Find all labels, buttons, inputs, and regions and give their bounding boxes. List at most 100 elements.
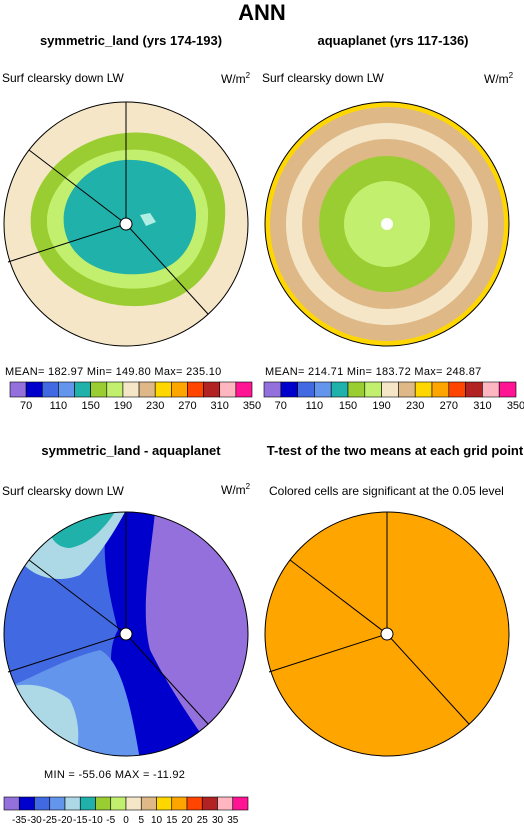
colorbar-swatch [41,381,59,398]
colorbar-swatch [3,796,20,811]
colorbar-swatch [18,796,35,811]
colorbar-tick-label: 5 [138,815,144,825]
colorbar-tick-label: 230 [406,400,424,412]
colorbar-tick-label: 310 [473,400,491,412]
colorbar-swatch [201,796,218,811]
colorbar-swatch [64,796,81,811]
colorbar-swatch [187,381,204,398]
colorbar-tick-label: 25 [197,815,209,825]
colorbar-swatch [280,381,298,398]
panel3-map [3,511,249,757]
colorbar-swatch [154,381,172,398]
colorbar-swatch [431,381,450,398]
colorbar-swatch [347,381,366,398]
panel1-stats: MEAN= 182.97 Min= 149.80 Max= 235.10 [5,366,222,378]
panel1-map [3,101,249,347]
colorbar-swatch [232,796,249,811]
panel2-title: aquaplanet (yrs 117-136) [317,33,469,48]
colorbar-swatch [364,381,382,398]
colorbar-tick-label: 190 [372,400,390,412]
panel3-land-boundaries [7,512,209,725]
panel1-variable-label: Surf clearsky down LW [2,71,124,85]
colorbar-swatch [9,381,27,398]
panel4-title: T-test of the two means at each grid poi… [266,443,524,458]
colorbar-tick-label: -30 [27,815,42,825]
colorbar-swatch [465,381,483,398]
panel4-map [264,511,510,757]
colorbar-tick-label: -35 [12,815,27,825]
panel1-inner-spot [140,213,156,226]
colorbar-tick-label: 150 [81,400,99,412]
colorbar-tick-label: 70 [20,400,32,412]
colorbar-tick-label: 150 [339,400,357,412]
panel3-units: W/m2 [221,482,251,497]
colorbar-tick-label: 230 [146,400,164,412]
colorbar-swatch [448,381,466,398]
panel1-units: W/m2 [221,71,251,86]
panel4-note: Colored cells are significant at the 0.0… [269,484,504,498]
panel3-title: symmetric_land - aquaplanet [41,443,221,458]
colorbar-tick-label: -25 [43,815,58,825]
colorbar-tick-label: 110 [50,400,68,412]
colorbar-panel2: 70 110 150 190 230 270 310 350 [263,381,524,412]
colorbar-swatch [235,381,253,398]
colorbar-tick-label: 15 [166,815,178,825]
colorbar-tick-label: 30 [212,815,224,825]
colorbar-swatch [79,796,96,811]
colorbar-swatch [414,381,433,398]
colorbar-swatch [381,381,399,398]
colorbar-swatch [74,381,91,398]
panel4-land-boundaries [268,512,470,725]
panel2-stats: MEAN= 214.71 Min= 183.72 Max= 248.87 [265,366,482,378]
panel2-variable-label: Surf clearsky down LW [262,71,384,85]
colorbar-panel3: -35 -30 -25 -20 -15 -10 -5 0 5 10 15 20 25 30 35 [3,796,249,825]
colorbar-tick-label: 35 [227,815,239,825]
colorbar-swatch [140,796,157,811]
panel1-contour-150 [63,159,196,275]
colorbar-tick-label: -15 [73,815,88,825]
colorbar-swatch [106,381,124,398]
colorbar-tick-label: 0 [123,815,129,825]
colorbar-swatch [122,381,140,398]
panel1-land-boundaries [7,102,209,315]
colorbar-swatch [203,381,221,398]
colorbar-tick-label: 110 [306,400,324,412]
colorbar-tick-label: 70 [275,400,287,412]
colorbar-swatch [95,796,112,811]
colorbar-swatch [330,381,349,398]
panel2-units: W/m2 [484,71,514,86]
colorbar-swatch [314,381,332,398]
colorbar-tick-label: 350 [507,400,524,412]
panel3-region-north-dark [104,512,220,756]
colorbar-panel1: 70 110 150 190 230 270 310 350 [9,381,261,412]
colorbar-tick-label: -10 [88,815,103,825]
colorbar-tick-label: 270 [178,400,196,412]
colorbar-tick-label: 270 [440,400,458,412]
colorbar-swatch [110,796,127,811]
panel1-title: symmetric_land (yrs 174-193) [39,33,223,48]
panel2-map [264,101,510,347]
main-title: ANN [238,0,286,25]
colorbar-swatch [217,796,234,811]
colorbar-swatch [90,381,108,398]
colorbar-swatch [219,381,237,398]
colorbar-tick-label: -20 [58,815,73,825]
colorbar-tick-label: 350 [243,400,261,412]
colorbar-swatch [58,381,75,398]
colorbar-swatch [34,796,51,811]
colorbar-tick-label: 190 [114,400,132,412]
colorbar-swatch [263,381,282,398]
colorbar-tick-label: 20 [181,815,193,825]
colorbar-swatch [171,796,188,811]
colorbar-swatch [49,796,66,811]
colorbar-swatch [297,381,315,398]
colorbar-tick-label: 310 [211,400,229,412]
colorbar-swatch [498,381,517,398]
colorbar-swatch [186,796,203,811]
colorbar-swatch [482,381,500,398]
colorbar-swatch [125,796,142,811]
colorbar-swatch [138,381,156,398]
colorbar-swatch [25,381,43,398]
colorbar-swatch [398,381,416,398]
